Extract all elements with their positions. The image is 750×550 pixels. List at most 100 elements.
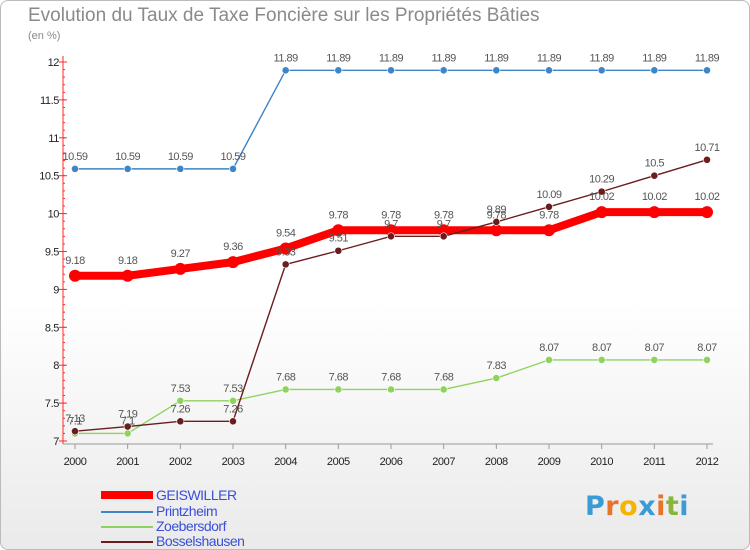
y-tick-label: 7 bbox=[53, 436, 59, 448]
data-label: 10.59 bbox=[220, 151, 245, 163]
legend-label-zoebersdorf: Zoebersdorf bbox=[156, 518, 226, 534]
data-point bbox=[174, 262, 187, 275]
x-tick-label: 2010 bbox=[590, 456, 613, 468]
data-point bbox=[595, 206, 608, 219]
x-tick-label: 2003 bbox=[222, 456, 245, 468]
data-point bbox=[281, 385, 290, 394]
data-labels: 10.59 10.59 10.59 10.59 11.89 11.89 11.89 11.89… bbox=[62, 52, 720, 427]
data-point bbox=[332, 224, 345, 237]
data-point bbox=[281, 66, 290, 75]
data-label: 9.54 bbox=[276, 227, 296, 239]
x-tick-label: 2007 bbox=[432, 456, 455, 468]
x-tick-label: 2011 bbox=[643, 456, 665, 468]
data-point bbox=[439, 66, 448, 75]
data-label: 8.07 bbox=[645, 342, 665, 354]
data-label: 8.07 bbox=[592, 342, 612, 354]
data-label: 10.59 bbox=[115, 151, 140, 163]
data-point bbox=[279, 242, 292, 255]
legend-label-printzheim: Printzheim bbox=[156, 503, 218, 519]
y-tick-label: 9 bbox=[53, 284, 59, 296]
data-point bbox=[650, 355, 659, 364]
data-point bbox=[69, 269, 81, 282]
data-label: 11.89 bbox=[379, 52, 404, 64]
data-label: 7.26 bbox=[171, 403, 191, 415]
data-label: 7.1 bbox=[68, 415, 82, 427]
y-tick-label: 10.5 bbox=[39, 171, 59, 183]
data-point bbox=[176, 396, 185, 405]
data-point bbox=[703, 155, 711, 164]
data-point bbox=[387, 385, 395, 394]
data-point bbox=[597, 187, 606, 196]
legend-swatch-bosselshausen bbox=[101, 541, 153, 543]
data-point bbox=[334, 66, 343, 75]
data-label: 11.89 bbox=[590, 52, 615, 64]
data-point bbox=[334, 385, 343, 394]
data-label: 9.89 bbox=[487, 204, 507, 216]
data-point bbox=[387, 66, 395, 75]
data-label: 9.18 bbox=[65, 255, 85, 267]
data-label: 9.51 bbox=[329, 233, 349, 245]
data-label: 11.89 bbox=[432, 52, 457, 64]
data-label: 9.27 bbox=[171, 248, 191, 260]
logo-letter: o bbox=[619, 491, 639, 522]
data-label: 9.18 bbox=[118, 255, 138, 267]
y-tick-label: 8 bbox=[53, 360, 59, 372]
data-point bbox=[71, 427, 79, 436]
x-tick-label: 2004 bbox=[274, 456, 297, 468]
data-label: 7.83 bbox=[487, 360, 507, 372]
data-label: 9.7 bbox=[437, 218, 451, 230]
data-point bbox=[437, 224, 450, 237]
data-label: 7.13 bbox=[65, 413, 85, 425]
x-tick-label: 2001 bbox=[116, 456, 139, 468]
data-label: 9.36 bbox=[223, 241, 243, 253]
legend-label-bosselshausen: Bosselshausen bbox=[156, 533, 245, 549]
data-label: 10.02 bbox=[589, 191, 614, 203]
data-point bbox=[176, 164, 185, 173]
data-point bbox=[281, 260, 290, 269]
data-point bbox=[545, 355, 553, 364]
data-point bbox=[650, 171, 659, 180]
data-label: 7.68 bbox=[329, 371, 349, 383]
data-label: 7.1 bbox=[121, 415, 135, 427]
data-point bbox=[121, 269, 134, 282]
data-label: 11.89 bbox=[642, 52, 667, 64]
data-point bbox=[176, 417, 185, 426]
data-point bbox=[543, 224, 555, 237]
data-label: 7.19 bbox=[118, 409, 138, 421]
data-label: 7.68 bbox=[276, 371, 296, 383]
data-point bbox=[71, 164, 79, 173]
axes: 7 7.5 8 8.5 9 9.5 10 10.5 11 11.5 12 2000 2001 2002 20… bbox=[39, 56, 719, 468]
data-label: 9.78 bbox=[487, 209, 507, 221]
data-label: 7.53 bbox=[223, 383, 243, 395]
data-label: 10.71 bbox=[694, 142, 719, 154]
data-label: 10.59 bbox=[168, 151, 193, 163]
data-label: 10.02 bbox=[694, 191, 719, 203]
data-point bbox=[123, 422, 132, 431]
logo-letter: t bbox=[665, 491, 680, 522]
data-point bbox=[385, 224, 397, 237]
data-label: 8.07 bbox=[539, 342, 559, 354]
data-label: 11.89 bbox=[274, 52, 299, 64]
data-label: 10.02 bbox=[642, 191, 667, 203]
y-tick-label: 11 bbox=[48, 133, 59, 145]
x-tick-label: 2008 bbox=[485, 456, 508, 468]
data-point bbox=[492, 66, 501, 75]
series-points bbox=[69, 66, 713, 438]
y-tick-label: 7.5 bbox=[45, 398, 59, 410]
data-point bbox=[123, 164, 132, 173]
data-label: 11.89 bbox=[326, 52, 351, 64]
data-label: 10.29 bbox=[589, 174, 614, 186]
data-point bbox=[597, 66, 606, 75]
data-label: 9.7 bbox=[384, 218, 398, 230]
y-tick-label: 9.5 bbox=[45, 247, 59, 259]
data-point bbox=[229, 164, 237, 173]
data-point bbox=[229, 396, 237, 405]
data-label: 7.53 bbox=[171, 383, 191, 395]
x-tick-label: 2000 bbox=[64, 456, 87, 468]
data-point bbox=[648, 206, 661, 219]
x-tick-label: 2006 bbox=[380, 456, 403, 468]
data-label: 11.89 bbox=[484, 52, 509, 64]
data-point bbox=[123, 429, 132, 438]
